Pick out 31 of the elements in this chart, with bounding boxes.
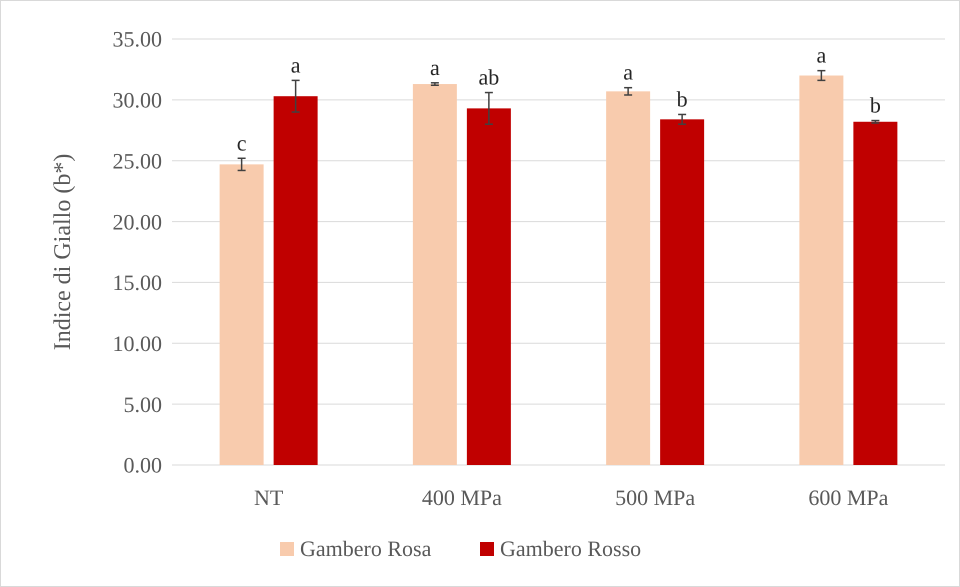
x-tick-label: 600 MPa <box>808 485 889 510</box>
bar <box>466 108 511 465</box>
y-tick-label: 30.00 <box>112 88 162 113</box>
annotation: a <box>623 60 634 85</box>
y-tick-label: 20.00 <box>112 209 162 234</box>
bar <box>799 76 844 465</box>
annotation: a <box>290 52 301 78</box>
y-axis-title: Indice di Giallo (b*) <box>50 154 76 350</box>
y-tick-label: 10.00 <box>112 330 162 356</box>
bar <box>853 122 898 465</box>
bar <box>274 96 318 465</box>
y-tick-label: 15.00 <box>112 270 162 296</box>
annotation: a <box>816 42 826 68</box>
y-tick-label: 35.00 <box>112 26 162 52</box>
bar <box>606 91 650 465</box>
x-tick-label: NT <box>254 485 284 510</box>
bar <box>220 164 264 465</box>
annotation: b <box>676 86 688 112</box>
bar <box>412 84 457 465</box>
legend-label: Gambero Rosa <box>300 536 432 561</box>
y-tick-label: 0.00 <box>124 452 162 478</box>
annotation: ab <box>478 64 500 90</box>
annotation: c <box>236 130 247 156</box>
legend-label: Gambero Rosso <box>500 536 642 561</box>
bar <box>660 119 704 465</box>
annotation: a <box>430 54 440 80</box>
y-tick-label: 25.00 <box>112 148 162 174</box>
y-tick-label: 5.00 <box>124 392 162 417</box>
annotation: b <box>870 92 881 118</box>
x-tick-label: 500 MPa <box>615 485 696 510</box>
x-tick-label: 400 MPa <box>422 485 502 510</box>
